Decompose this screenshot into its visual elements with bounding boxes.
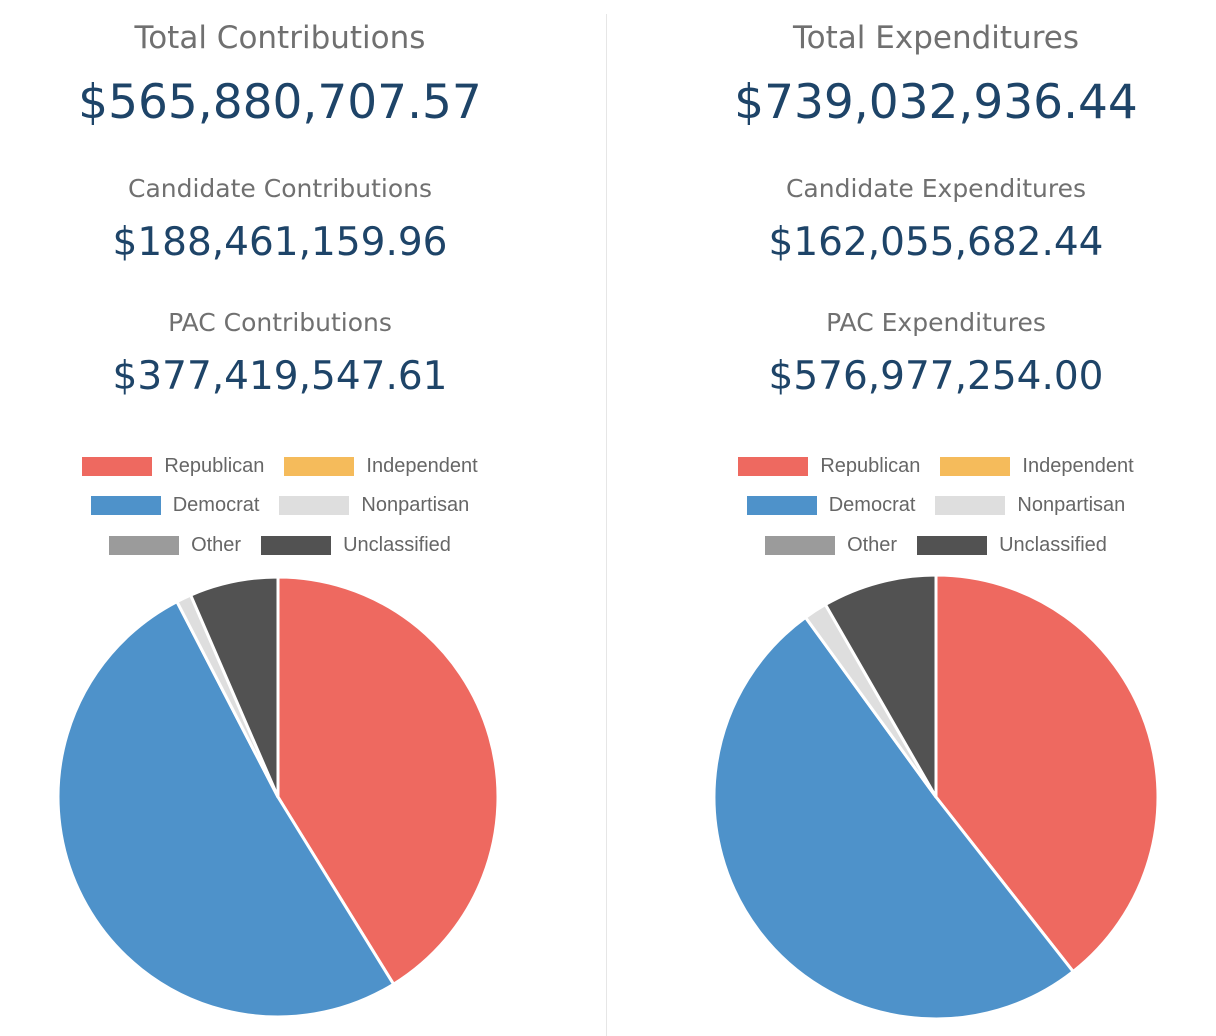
panel-divider bbox=[606, 14, 607, 1036]
legend-swatch-nonpartisan bbox=[279, 495, 350, 515]
candidate-contributions-label: Candidate Contributions bbox=[127, 174, 432, 203]
legend-swatch-democrat bbox=[746, 495, 817, 515]
contributions-panel: Total Contributions $565,880,707.57 Cand… bbox=[0, 0, 560, 1036]
legend-item-nonpartisan[interactable]: Nonpartisan bbox=[935, 494, 1125, 517]
legend-item-independent[interactable]: Independent bbox=[284, 454, 478, 478]
legend-label: Democrat bbox=[828, 493, 916, 516]
legend-label: Other bbox=[847, 533, 898, 556]
legend-label: Other bbox=[191, 533, 242, 556]
expenditures-legend: Republican Independent Democrat Nonparti… bbox=[656, 446, 1216, 566]
legend-label: Democrat bbox=[172, 493, 260, 516]
contributions-pie-chart bbox=[56, 575, 500, 1019]
legend-swatch-republican bbox=[738, 456, 809, 476]
legend-label: Republican bbox=[820, 454, 921, 477]
legend-item-democrat[interactable]: Democrat bbox=[90, 493, 260, 517]
total-contributions-value: $565,880,707.57 bbox=[78, 75, 482, 130]
legend-label: Independent bbox=[1022, 454, 1134, 477]
legend-item-unclassified[interactable]: Unclassified bbox=[261, 534, 451, 557]
legend-label: Nonpartisan bbox=[361, 493, 470, 516]
pie-slice-democrat[interactable] bbox=[56, 600, 396, 1019]
expenditures-pie-chart bbox=[712, 573, 1160, 1021]
legend-label: Nonpartisan bbox=[1017, 493, 1126, 516]
legend-swatch-unclassified bbox=[261, 535, 332, 555]
legend-item-other[interactable]: Other bbox=[109, 534, 241, 557]
pie-slice-unclassified[interactable] bbox=[189, 575, 280, 799]
candidate-expenditures-label: Candidate Expenditures bbox=[785, 174, 1087, 203]
pie-slice-unclassified[interactable] bbox=[823, 573, 938, 799]
legend-label: Independent bbox=[366, 454, 478, 477]
expenditures-panel: Total Expenditures $739,032,936.44 Candi… bbox=[656, 0, 1216, 1036]
pac-expenditures-value: $576,977,254.00 bbox=[768, 354, 1104, 399]
legend-item-independent[interactable]: Independent bbox=[940, 454, 1134, 478]
legend-swatch-independent bbox=[940, 456, 1011, 476]
pie-slice-democrat[interactable] bbox=[712, 615, 1075, 1021]
total-expenditures-label: Total Expenditures bbox=[793, 20, 1079, 56]
legend-label: Unclassified bbox=[343, 533, 451, 556]
pac-contributions-label: PAC Contributions bbox=[168, 308, 392, 337]
pie-slice-republican[interactable] bbox=[276, 575, 500, 986]
legend-swatch-unclassified bbox=[917, 535, 988, 555]
total-contributions-label: Total Contributions bbox=[134, 20, 426, 56]
legend-swatch-democrat bbox=[90, 495, 161, 515]
total-expenditures-value: $739,032,936.44 bbox=[734, 75, 1138, 130]
legend-swatch-other bbox=[109, 535, 180, 555]
legend-label: Unclassified bbox=[999, 533, 1107, 556]
legend-swatch-nonpartisan bbox=[935, 495, 1006, 515]
legend-item-republican[interactable]: Republican bbox=[82, 455, 264, 478]
candidate-expenditures-value: $162,055,682.44 bbox=[768, 220, 1104, 265]
legend-item-democrat[interactable]: Democrat bbox=[746, 493, 916, 517]
pie-slice-republican[interactable] bbox=[934, 573, 1160, 974]
legend-label: Republican bbox=[164, 454, 265, 477]
legend-item-unclassified[interactable]: Unclassified bbox=[917, 534, 1107, 557]
pac-expenditures-label: PAC Expenditures bbox=[826, 308, 1046, 337]
legend-swatch-independent bbox=[284, 456, 355, 476]
contributions-legend: Republican Independent Democrat Nonparti… bbox=[0, 446, 560, 566]
legend-item-republican[interactable]: Republican bbox=[738, 455, 920, 478]
legend-item-nonpartisan[interactable]: Nonpartisan bbox=[279, 494, 469, 517]
candidate-contributions-value: $188,461,159.96 bbox=[112, 220, 448, 265]
pac-contributions-value: $377,419,547.61 bbox=[112, 354, 448, 399]
legend-item-other[interactable]: Other bbox=[765, 534, 897, 557]
legend-swatch-other bbox=[765, 535, 836, 555]
legend-swatch-republican bbox=[82, 456, 153, 476]
